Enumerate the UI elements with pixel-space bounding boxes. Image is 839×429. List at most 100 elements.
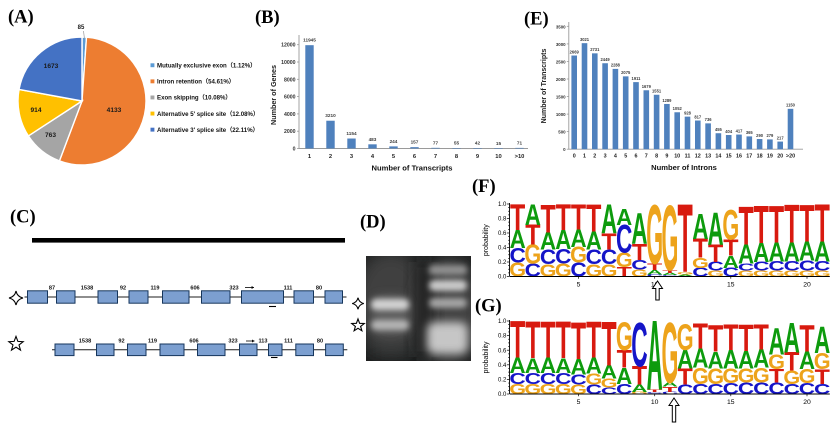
svg-text:>10: >10 (515, 154, 525, 160)
svg-text:1538: 1538 (81, 286, 93, 292)
svg-text:A: A (814, 237, 830, 268)
svg-text:15: 15 (726, 154, 732, 160)
svg-text:G: G (768, 269, 785, 278)
svg-text:217: 217 (777, 135, 785, 140)
svg-text:T: T (662, 385, 678, 393)
svg-text:0.4: 0.4 (498, 246, 507, 252)
svg-text:C: C (601, 385, 618, 396)
svg-text:111: 111 (284, 339, 293, 345)
svg-text:C: C (586, 382, 603, 397)
svg-text:G: G (738, 269, 755, 278)
svg-text:A: A (738, 239, 754, 270)
svg-text:C: C (555, 370, 571, 388)
svg-text:1289: 1289 (662, 98, 672, 103)
svg-text:80: 80 (317, 339, 323, 345)
svg-text:A: A (677, 274, 694, 276)
svg-text:Number of Transcripts: Number of Transcripts (371, 164, 452, 173)
svg-text:T: T (510, 310, 525, 369)
svg-text:(E): (E) (524, 10, 549, 30)
svg-text:G: G (814, 348, 831, 374)
svg-text:42: 42 (475, 141, 481, 146)
svg-text:A: A (586, 227, 602, 256)
svg-text:G: G (631, 267, 648, 279)
svg-text:12: 12 (695, 154, 701, 160)
svg-text:T: T (601, 309, 616, 380)
svg-text:T: T (510, 197, 525, 238)
svg-text:C: C (540, 370, 556, 388)
svg-text:G: G (707, 364, 724, 389)
svg-text:(B): (B) (255, 8, 280, 28)
svg-text:T: T (586, 310, 601, 369)
svg-text:T: T (723, 316, 738, 358)
svg-text:T: T (708, 240, 724, 268)
svg-text:0.0: 0.0 (498, 275, 507, 281)
svg-text:914: 914 (30, 107, 41, 114)
svg-text:G: G (616, 314, 633, 359)
svg-text:T: T (799, 194, 814, 253)
svg-text:606: 606 (189, 339, 198, 345)
svg-text:0: 0 (563, 147, 566, 152)
svg-text:Number of Transcripts: Number of Transcripts (541, 49, 548, 124)
svg-text:92: 92 (120, 286, 126, 292)
svg-text:G: G (524, 240, 541, 270)
svg-text:T: T (586, 196, 601, 240)
svg-text:G: G (646, 188, 663, 282)
svg-text:C: C (509, 243, 526, 267)
svg-text:85: 85 (78, 25, 85, 31)
svg-text:A: A (708, 203, 724, 255)
svg-text:Number of Genes: Number of Genes (269, 65, 278, 125)
svg-text:A: A (784, 315, 800, 363)
svg-text:T: T (799, 317, 815, 360)
svg-text:7: 7 (434, 154, 437, 160)
svg-text:Alternative 3' splice site（22.: Alternative 3' splice site（22.11%） (157, 126, 259, 134)
svg-text:4: 4 (614, 154, 617, 160)
svg-text:1154: 1154 (346, 131, 357, 136)
svg-text:10: 10 (495, 154, 501, 160)
svg-text:G: G (509, 259, 526, 281)
svg-text:C: C (631, 310, 647, 381)
svg-text:119: 119 (148, 339, 157, 345)
svg-text:C: C (677, 382, 694, 397)
svg-text:483: 483 (369, 137, 377, 142)
svg-text:Intron retention（54.61%）: Intron retention（54.61%） (157, 78, 235, 86)
svg-text:20: 20 (803, 282, 811, 289)
svg-text:G: G (661, 187, 678, 290)
svg-text:244: 244 (390, 139, 398, 144)
svg-text:Alternative 5' splice site（12.: Alternative 5' splice site（12.08%） (157, 110, 259, 118)
svg-text:2500: 2500 (556, 59, 566, 64)
svg-text:3500: 3500 (556, 24, 566, 29)
svg-text:A: A (723, 346, 739, 375)
svg-text:C: C (662, 275, 679, 277)
svg-text:C: C (616, 217, 632, 261)
svg-text:3: 3 (604, 154, 607, 160)
svg-text:9: 9 (665, 154, 668, 160)
svg-text:C: C (601, 245, 618, 269)
svg-text:1551: 1551 (652, 89, 662, 94)
svg-text:3210: 3210 (325, 113, 336, 118)
svg-text:T: T (815, 365, 830, 389)
svg-text:16: 16 (736, 154, 742, 160)
svg-text:2: 2 (593, 154, 596, 160)
svg-text:T: T (540, 198, 555, 242)
svg-text:T: T (617, 346, 633, 374)
svg-text:55: 55 (454, 141, 460, 146)
svg-text:T: T (556, 311, 571, 370)
svg-text:G: G (692, 363, 709, 389)
svg-text:18: 18 (757, 154, 763, 160)
svg-text:probability: probability (483, 341, 490, 373)
svg-text:T: T (754, 194, 770, 254)
svg-text:92: 92 (118, 339, 124, 345)
svg-text:A: A (738, 346, 754, 375)
svg-text:C: C (509, 370, 525, 388)
svg-text:2000: 2000 (284, 129, 296, 135)
svg-text:(F): (F) (472, 177, 496, 197)
svg-text:C: C (738, 261, 755, 273)
svg-text:0: 0 (573, 154, 576, 160)
svg-text:0.4: 0.4 (498, 363, 507, 369)
svg-text:A: A (799, 347, 815, 376)
svg-text:15: 15 (727, 282, 735, 289)
svg-text:T: T (693, 233, 708, 264)
svg-text:20: 20 (803, 399, 811, 406)
svg-text:(A): (A) (8, 8, 34, 28)
svg-text:11: 11 (685, 154, 691, 160)
